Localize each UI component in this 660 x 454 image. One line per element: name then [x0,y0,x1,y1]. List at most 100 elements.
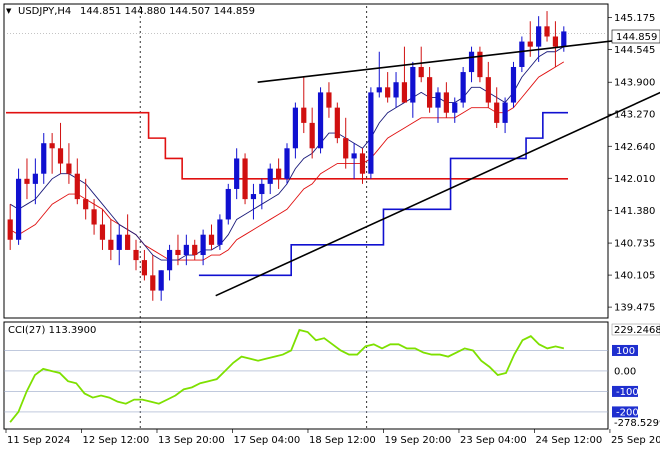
x-tick-label: 24 Sep 12:00 [535,435,602,446]
candle-body [376,87,382,93]
candle-body [125,234,131,250]
candle-body [7,219,13,240]
ohlc-values: 144.851 144.880 144.507 144.859 [80,6,255,17]
y-tick-label: 143.270 [614,110,655,121]
cci-tick-label: 0.00 [614,366,636,377]
candle-body [99,224,106,240]
cci-level-badge [612,385,638,397]
x-axis: 11 Sep 2024 12 Sep 12:00 13 Sep 20:00 17 Se… [5,429,660,446]
y-tick-label: 140.105 [614,271,655,282]
candle-body [494,102,500,123]
candle-body [351,153,357,159]
cci-top-value: 229.2468 [614,325,660,336]
x-tick-label: 18 Sep 12:00 [309,435,376,446]
candle-body [452,102,458,113]
candle-body [385,87,391,98]
candle-body [91,209,97,225]
x-tick-label: 23 Sep 04:00 [460,435,527,446]
cci-tick-label: -100 [616,387,639,398]
main-y-axis: 145.175 144.545 143.900 143.270 142.640 142.0… [608,13,655,314]
candle-body [183,244,189,256]
candle-body [460,72,466,103]
candle-body [276,168,282,179]
candle-body [309,122,315,149]
candle-body [15,178,22,240]
y-tick-label: 142.640 [614,142,655,153]
candle-body [57,148,64,164]
candle-body [83,199,89,210]
candle-body [217,219,223,245]
candle-body [200,234,206,256]
candle-body [343,138,349,159]
candle-body [250,194,257,200]
cci-y-axis: 100 0.00 -100 -200 [612,344,639,418]
cci-bottom-value: -278.5299 [614,418,660,429]
candle-body [435,92,441,108]
cci-line [9,328,565,423]
candle-body [225,188,231,220]
cci-title: CCI(27) 113.3900 [8,325,96,336]
candle-body [41,143,47,174]
candle-body [410,66,416,103]
candle-body [552,36,559,47]
current-price-label: 144.859 [616,32,657,43]
candle-body [158,270,164,291]
candle-body [468,51,475,73]
y-tick-label: 142.010 [614,174,655,185]
y-tick-label: 141.380 [614,206,655,217]
candle-body [519,41,525,67]
candle-body [527,41,533,47]
candle-body [477,51,483,78]
candle-body [317,92,324,149]
candle-body [49,143,55,149]
cci-panel-border [3,321,609,430]
candle-body [401,82,408,103]
cci-tick-label: -200 [616,407,639,418]
candle-body [259,183,265,195]
candle-series[interactable] [7,11,567,301]
candle-body [418,66,424,78]
candle-body [326,92,332,108]
y-tick-label: 145.175 [614,13,655,24]
upper-trendline [257,34,660,84]
candle-body [284,148,290,179]
candle-body [561,31,567,47]
candle-body [192,244,198,256]
candle-body [485,77,491,103]
candle-body [208,234,215,245]
cci-gridlines [4,350,608,413]
candle-body [116,234,122,250]
candle-body [66,163,72,174]
current-price-box [611,29,660,44]
x-tick-label: 25 Sep 20:00 [611,435,660,446]
x-tick-label: 13 Sep 20:00 [158,435,225,446]
y-tick-label: 143.900 [614,78,655,89]
candle-body [544,26,550,37]
candle-body [502,102,508,123]
candle-body [150,275,156,291]
candle-body [166,249,173,271]
candle-body [292,107,298,149]
candle-body [32,173,38,184]
y-tick-label: 139.475 [614,303,655,314]
y-tick-label: 140.735 [614,239,655,250]
chart-title: USDJPY,H4 [18,6,71,17]
x-tick-label: 19 Sep 20:00 [384,435,451,446]
cci-series [9,328,565,423]
x-tick-label: 12 Sep 12:00 [82,435,149,446]
cci-level-badge [612,344,638,356]
candle-body [443,92,449,113]
cci-tick-label: 100 [616,346,635,357]
candle-body [368,92,374,174]
symbol-dropdown-icon[interactable]: ▼ [6,7,12,15]
candle-body [108,239,114,250]
x-tick-label: 11 Sep 2024 [7,435,70,446]
cci-level-badge [612,406,638,418]
candle-body [536,26,542,47]
y-tick-label: 144.545 [614,45,655,56]
candle-body [141,260,148,276]
trendlines[interactable] [215,31,660,297]
candle-body [267,168,273,184]
